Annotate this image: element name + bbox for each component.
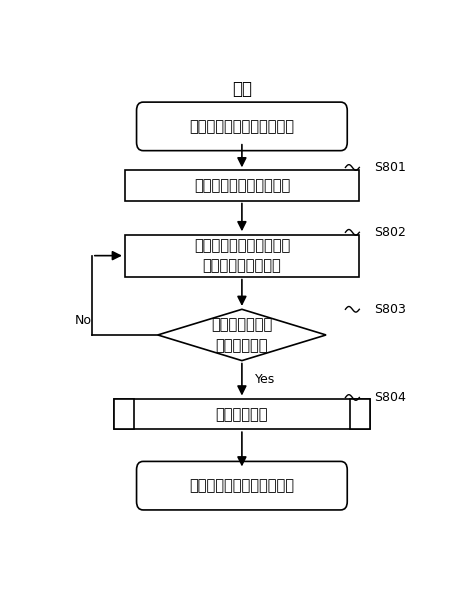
Text: 削除つき複製計画処理終了: 削除つき複製計画処理終了 (189, 478, 295, 493)
Bar (125, 235, 359, 276)
FancyBboxPatch shape (136, 461, 347, 510)
Text: No: No (74, 313, 91, 327)
Polygon shape (158, 309, 326, 361)
Text: S801: S801 (374, 161, 406, 174)
Text: Yes: Yes (255, 373, 275, 386)
Text: 現在の複製先を読み込む: 現在の複製先を読み込む (194, 178, 290, 193)
Text: S803: S803 (374, 303, 406, 316)
Text: 一部の複製先を解消した
組み合わせＣを得る: 一部の複製先を解消した 組み合わせＣを得る (194, 238, 290, 273)
Bar (114, 399, 134, 430)
Bar (114, 399, 370, 430)
Text: 組み合わせＣは
許容される？: 組み合わせＣは 許容される？ (211, 317, 272, 353)
Text: 図８: 図８ (232, 80, 252, 98)
Bar (125, 170, 359, 201)
Bar (350, 399, 370, 430)
Text: 削除つき複製計画処理開始: 削除つき複製計画処理開始 (189, 119, 295, 134)
Text: S802: S802 (374, 226, 406, 239)
Text: 複製計画処理: 複製計画処理 (216, 407, 268, 422)
Text: S804: S804 (374, 391, 406, 404)
FancyBboxPatch shape (136, 102, 347, 151)
